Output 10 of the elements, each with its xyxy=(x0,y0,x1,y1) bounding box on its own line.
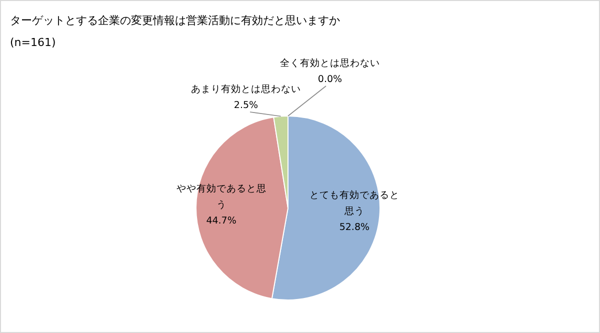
text: 0.0% xyxy=(318,74,342,85)
slice-label: やや有効であると思う xyxy=(176,182,266,210)
slice-label: あまり有効とは思わない xyxy=(191,83,301,95)
data-label: 44.7% xyxy=(206,215,236,226)
data-label: 2.5% xyxy=(234,100,258,111)
data-label: 52.8% xyxy=(339,222,370,233)
category-label: 全く有効とは思わない xyxy=(280,58,380,69)
slice-label: とても有効であると思う xyxy=(309,188,400,217)
chart-title: ターゲットとする企業の変更情報は営業活動に有効だと思いますか xyxy=(10,14,340,27)
text: (n=161) xyxy=(10,36,56,49)
